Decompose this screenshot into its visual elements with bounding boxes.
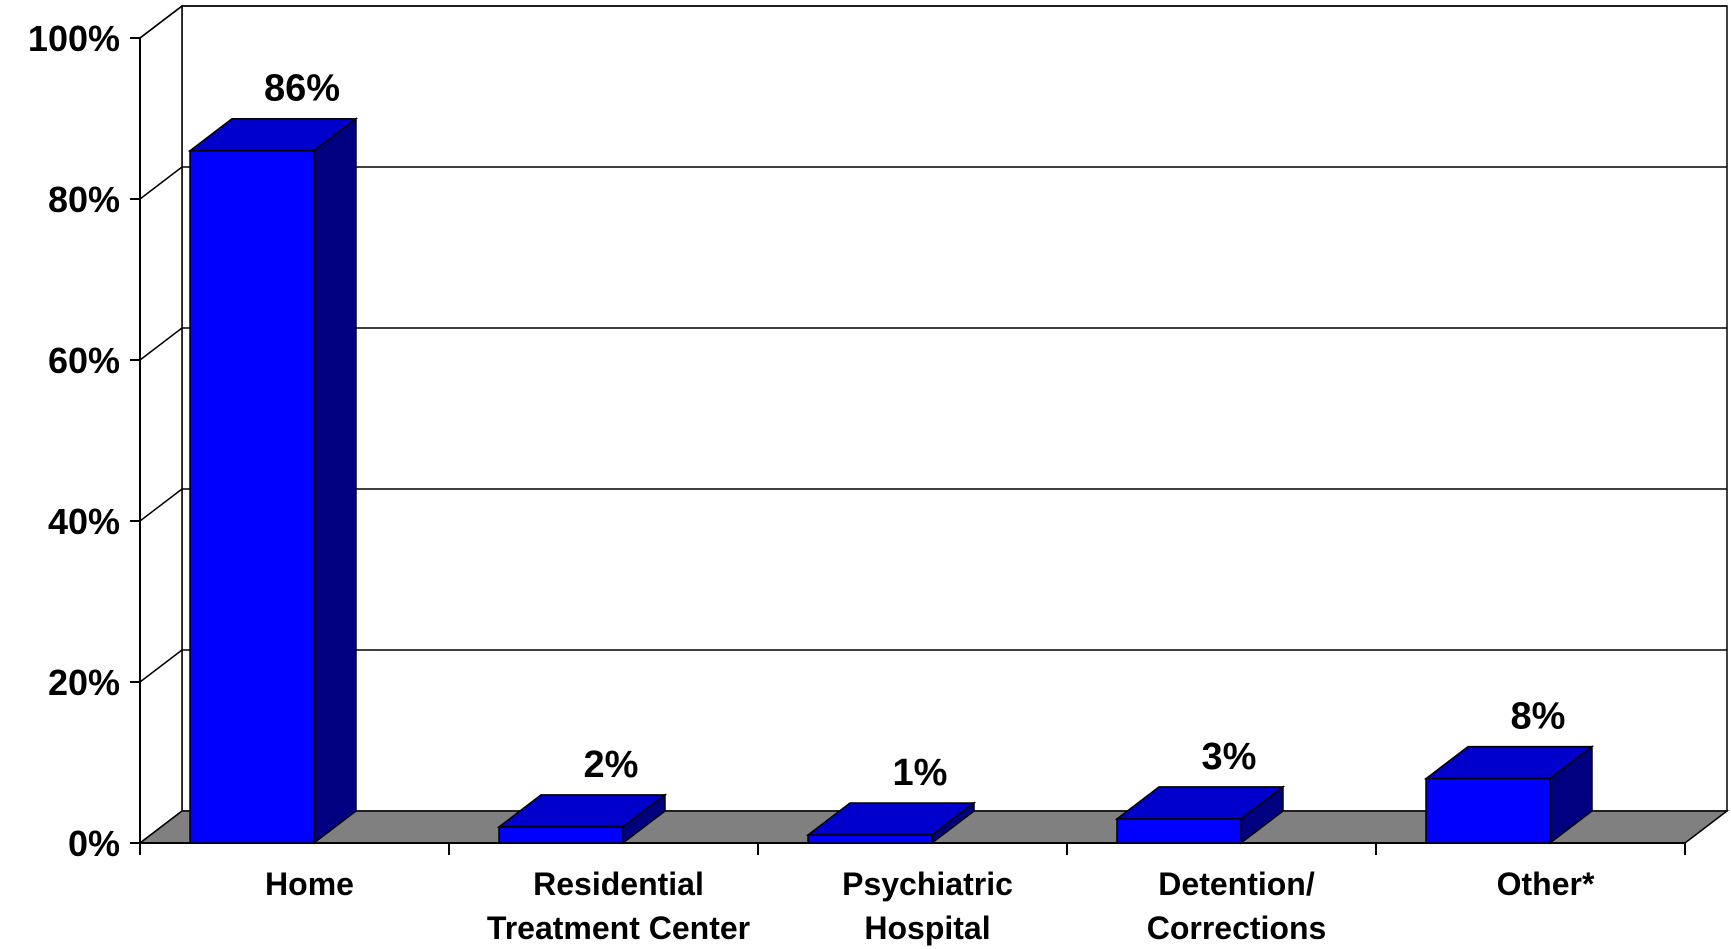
y-tick-label: 100% (28, 18, 120, 59)
y-tick-label: 20% (48, 662, 120, 703)
bar (805, 801, 977, 845)
data-label: 2% (584, 744, 639, 786)
category-label: Psychiatric Hospital (842, 866, 1013, 946)
bars (187, 117, 1595, 845)
category-label-line: Residential (533, 866, 704, 902)
y-tick-label: 40% (48, 501, 120, 542)
bar-front (498, 826, 624, 844)
category-label-line: Hospital (864, 910, 990, 946)
gridline-side (139, 649, 183, 683)
gridline-side (139, 5, 183, 39)
gridline-side (139, 166, 183, 200)
gridlines (139, 5, 1727, 683)
data-label: 8% (1511, 696, 1566, 738)
bar (1114, 785, 1286, 845)
bar (496, 793, 668, 845)
bar-front (1116, 818, 1242, 844)
category-label-line: Other* (1497, 866, 1595, 902)
side-wall (139, 4, 183, 845)
y-tick-label: 0% (68, 823, 120, 864)
bar (1423, 745, 1595, 845)
data-label: 86% (264, 68, 340, 110)
category-label: Residential Treatment Center (487, 866, 750, 946)
gridline-side (139, 327, 183, 361)
category-label-line: Psychiatric (842, 866, 1013, 902)
y-tick-label: 60% (48, 340, 120, 381)
labels: 86% Home 2% Residential Treatment Center 1% Ps… (264, 68, 1595, 946)
category-label: Detention/Corrections (1147, 866, 1327, 946)
data-label: 1% (893, 752, 948, 794)
category-label-line: Detention/ (1158, 866, 1315, 902)
bar-side (313, 117, 357, 845)
bar-front (1425, 777, 1551, 844)
category-label: Other* (1497, 866, 1595, 902)
bar (187, 117, 359, 845)
category-label-line: Home (265, 866, 354, 902)
bar-front (189, 149, 315, 844)
category-label-line: Treatment Center (487, 910, 750, 946)
bar-front (807, 834, 933, 844)
category-label: Home (265, 866, 354, 902)
category-label-line: Corrections (1147, 910, 1327, 946)
y-tick-label: 80% (48, 179, 120, 220)
back-wall (181, 5, 1728, 812)
gridline-side (139, 488, 183, 522)
chart-walls (139, 4, 1728, 845)
axes: 0% 20% 40% 60% 80% 100% (28, 18, 1686, 864)
data-label: 3% (1202, 736, 1257, 778)
